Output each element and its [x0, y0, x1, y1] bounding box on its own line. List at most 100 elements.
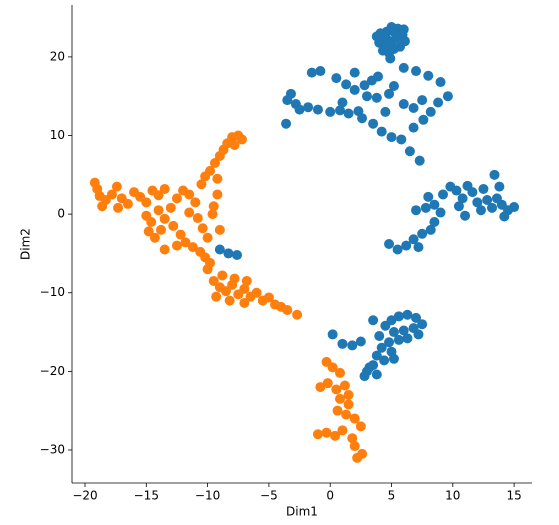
y-axis-label: Dim2: [19, 228, 33, 260]
point: [223, 248, 234, 259]
point: [472, 197, 483, 208]
point: [396, 134, 407, 145]
y-tick-label: 0: [57, 207, 65, 221]
point: [487, 202, 498, 213]
point: [184, 189, 195, 200]
point: [303, 102, 314, 113]
point: [386, 132, 397, 143]
point: [414, 155, 425, 166]
point: [457, 193, 468, 204]
point: [106, 189, 117, 200]
point: [153, 205, 164, 216]
point: [423, 70, 434, 81]
point: [322, 378, 333, 389]
point: [239, 283, 250, 294]
point: [352, 452, 363, 463]
point: [153, 190, 164, 201]
point: [341, 409, 352, 420]
point: [467, 187, 478, 198]
point: [401, 240, 412, 251]
point: [402, 333, 413, 344]
point: [390, 28, 401, 39]
point: [475, 205, 486, 216]
point: [392, 244, 403, 255]
point: [327, 329, 338, 340]
point: [175, 229, 186, 240]
point: [418, 114, 429, 125]
point: [433, 97, 444, 108]
x-tick-label: 10: [445, 489, 460, 503]
y-tick-label: 10: [50, 128, 65, 142]
point: [361, 91, 372, 102]
point: [393, 334, 404, 345]
point: [335, 105, 346, 116]
point: [357, 113, 368, 124]
point: [429, 216, 440, 227]
point: [187, 242, 198, 253]
point: [417, 95, 428, 106]
point: [417, 228, 428, 239]
point: [251, 287, 262, 298]
point: [312, 104, 323, 115]
point: [408, 122, 419, 133]
point: [212, 189, 223, 200]
point: [180, 237, 191, 248]
point: [478, 183, 489, 194]
point: [388, 353, 399, 364]
point: [332, 405, 343, 416]
point: [359, 371, 370, 382]
point: [321, 427, 332, 438]
point: [335, 393, 346, 404]
point: [429, 199, 440, 210]
point: [197, 223, 208, 234]
point: [373, 71, 384, 82]
point: [236, 134, 247, 145]
x-tick-label: −15: [134, 489, 159, 503]
x-tick-label: −20: [72, 489, 97, 503]
point: [330, 430, 341, 441]
point: [190, 197, 201, 208]
point: [335, 367, 346, 378]
point: [368, 315, 379, 326]
point: [111, 181, 122, 192]
point: [331, 73, 342, 84]
point: [509, 202, 520, 213]
point: [312, 429, 323, 440]
point: [374, 330, 385, 341]
point: [212, 173, 223, 184]
point: [384, 337, 395, 348]
point: [209, 158, 220, 169]
point: [171, 193, 182, 204]
point: [371, 92, 382, 103]
y-tick-label: −10: [40, 285, 65, 299]
point: [347, 340, 358, 351]
point: [220, 286, 231, 297]
point: [205, 165, 216, 176]
point: [355, 336, 366, 347]
point: [241, 275, 252, 286]
point: [384, 88, 395, 99]
point: [156, 224, 167, 235]
point: [306, 67, 317, 78]
point: [149, 232, 160, 243]
point: [239, 297, 250, 308]
point: [451, 185, 462, 196]
point: [292, 309, 303, 320]
point: [417, 319, 428, 330]
point: [211, 291, 222, 302]
point: [337, 97, 348, 108]
point: [420, 202, 431, 213]
point: [423, 191, 434, 202]
point: [404, 146, 415, 157]
point: [315, 382, 326, 393]
point: [97, 201, 108, 212]
point: [325, 106, 336, 117]
point: [285, 88, 296, 99]
point: [408, 234, 419, 245]
point: [435, 77, 446, 88]
point: [349, 441, 360, 452]
x-tick-label: 15: [506, 489, 521, 503]
point: [171, 240, 182, 251]
x-tick-label: 0: [326, 489, 334, 503]
